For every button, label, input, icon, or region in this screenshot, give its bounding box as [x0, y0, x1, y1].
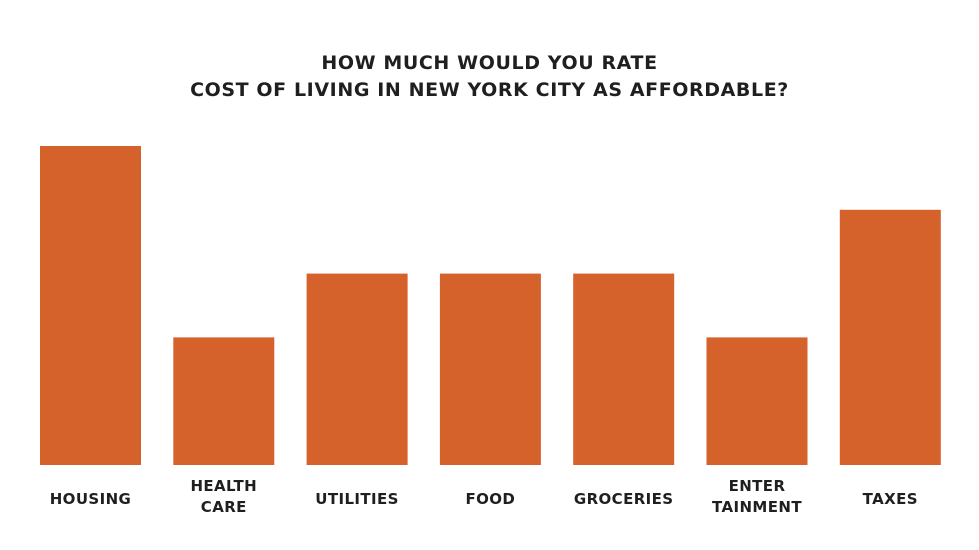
category-label-line: FOOD [465, 490, 515, 508]
bars-group [40, 146, 941, 465]
bar-groceries [573, 273, 675, 465]
category-label-health-care: HEALTH CARE [190, 477, 257, 516]
category-label-line: GROCERIES [574, 490, 674, 508]
bar-food [439, 273, 541, 465]
category-label-utilities: UTILITIES [315, 490, 399, 508]
category-label-food: FOOD [465, 490, 515, 508]
category-label-taxes: TAXES [863, 490, 918, 508]
bar-utilities [306, 273, 408, 465]
bar-taxes [839, 209, 941, 465]
category-label-line: CARE [201, 498, 247, 516]
category-label-line: HOUSING [50, 490, 132, 508]
category-label-enter-tainment: ENTER TAINMENT [712, 477, 802, 516]
category-label-line: UTILITIES [315, 490, 399, 508]
bar-enter-tainment [706, 337, 808, 465]
category-label-line: HEALTH [190, 477, 257, 495]
bar-housing [40, 146, 141, 465]
category-label-housing: HOUSING [50, 490, 132, 508]
chart-title: HOW MUCH WOULD YOU RATE COST OF LIVING I… [0, 50, 979, 104]
category-label-line: TAINMENT [712, 498, 802, 516]
category-label-line: ENTER [729, 477, 786, 495]
category-label-line: TAXES [863, 490, 918, 508]
chart-title-line-2: COST OF LIVING IN NEW YORK CITY AS AFFOR… [190, 79, 789, 101]
category-label-groceries: GROCERIES [574, 490, 674, 508]
bar-health-care [173, 337, 275, 465]
chart-title-line-1: HOW MUCH WOULD YOU RATE [321, 52, 658, 74]
category-labels-group: HOUSING HEALTH CARE UTILITIES FOOD GROCERIES E… [50, 477, 918, 516]
